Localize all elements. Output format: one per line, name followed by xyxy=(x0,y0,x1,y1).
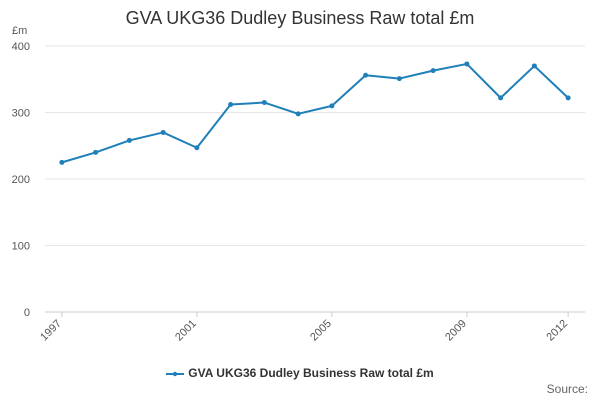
y-tick-labels: 0 100 200 300 400 xyxy=(12,41,30,319)
y-tick-label: 0 xyxy=(24,307,30,319)
x-tick-labels: 1997 2001 2005 2009 2012 xyxy=(38,312,570,343)
data-point-2007[interactable] xyxy=(396,76,402,82)
x-tick-label: 2001 xyxy=(173,318,199,344)
data-point-1997[interactable] xyxy=(59,159,65,165)
data-point-2002[interactable] xyxy=(228,102,234,108)
x-tick-label: 2005 xyxy=(308,318,334,344)
data-point-2010[interactable] xyxy=(498,95,504,101)
data-point-2004[interactable] xyxy=(295,111,301,117)
y-tick-label: 300 xyxy=(12,108,30,120)
y-tick-label: 400 xyxy=(12,41,30,53)
legend-label: GVA UKG36 Dudley Business Raw total £m xyxy=(188,366,434,380)
data-point-2005[interactable] xyxy=(329,103,335,109)
data-point-2009[interactable] xyxy=(464,61,470,67)
data-point-2006[interactable] xyxy=(363,72,369,78)
data-point-1999[interactable] xyxy=(126,137,132,143)
data-point-1998[interactable] xyxy=(93,149,99,155)
gridlines xyxy=(45,45,585,313)
legend[interactable]: GVA UKG36 Dudley Business Raw total £m xyxy=(0,366,600,380)
data-point-2001[interactable] xyxy=(194,145,200,151)
source-label: Source: xyxy=(546,382,588,396)
legend-line-marker-icon xyxy=(166,371,185,377)
data-point-2011[interactable] xyxy=(531,63,537,69)
series-line xyxy=(61,62,569,164)
y-tick-label: 100 xyxy=(12,241,30,253)
x-tick-label: 2009 xyxy=(443,318,469,344)
chart-title: GVA UKG36 Dudley Business Raw total £m xyxy=(125,8,475,28)
x-tick-label: 2012 xyxy=(544,318,570,344)
data-point-2008[interactable] xyxy=(430,68,436,74)
data-point-2000[interactable] xyxy=(160,129,166,135)
y-axis-unit-label: £m xyxy=(12,25,28,37)
y-tick-label: 200 xyxy=(12,174,30,186)
x-tick-label: 1997 xyxy=(38,318,64,344)
data-point-2003[interactable] xyxy=(261,100,267,106)
data-point-2012[interactable] xyxy=(565,95,571,101)
series-layer xyxy=(59,61,571,165)
